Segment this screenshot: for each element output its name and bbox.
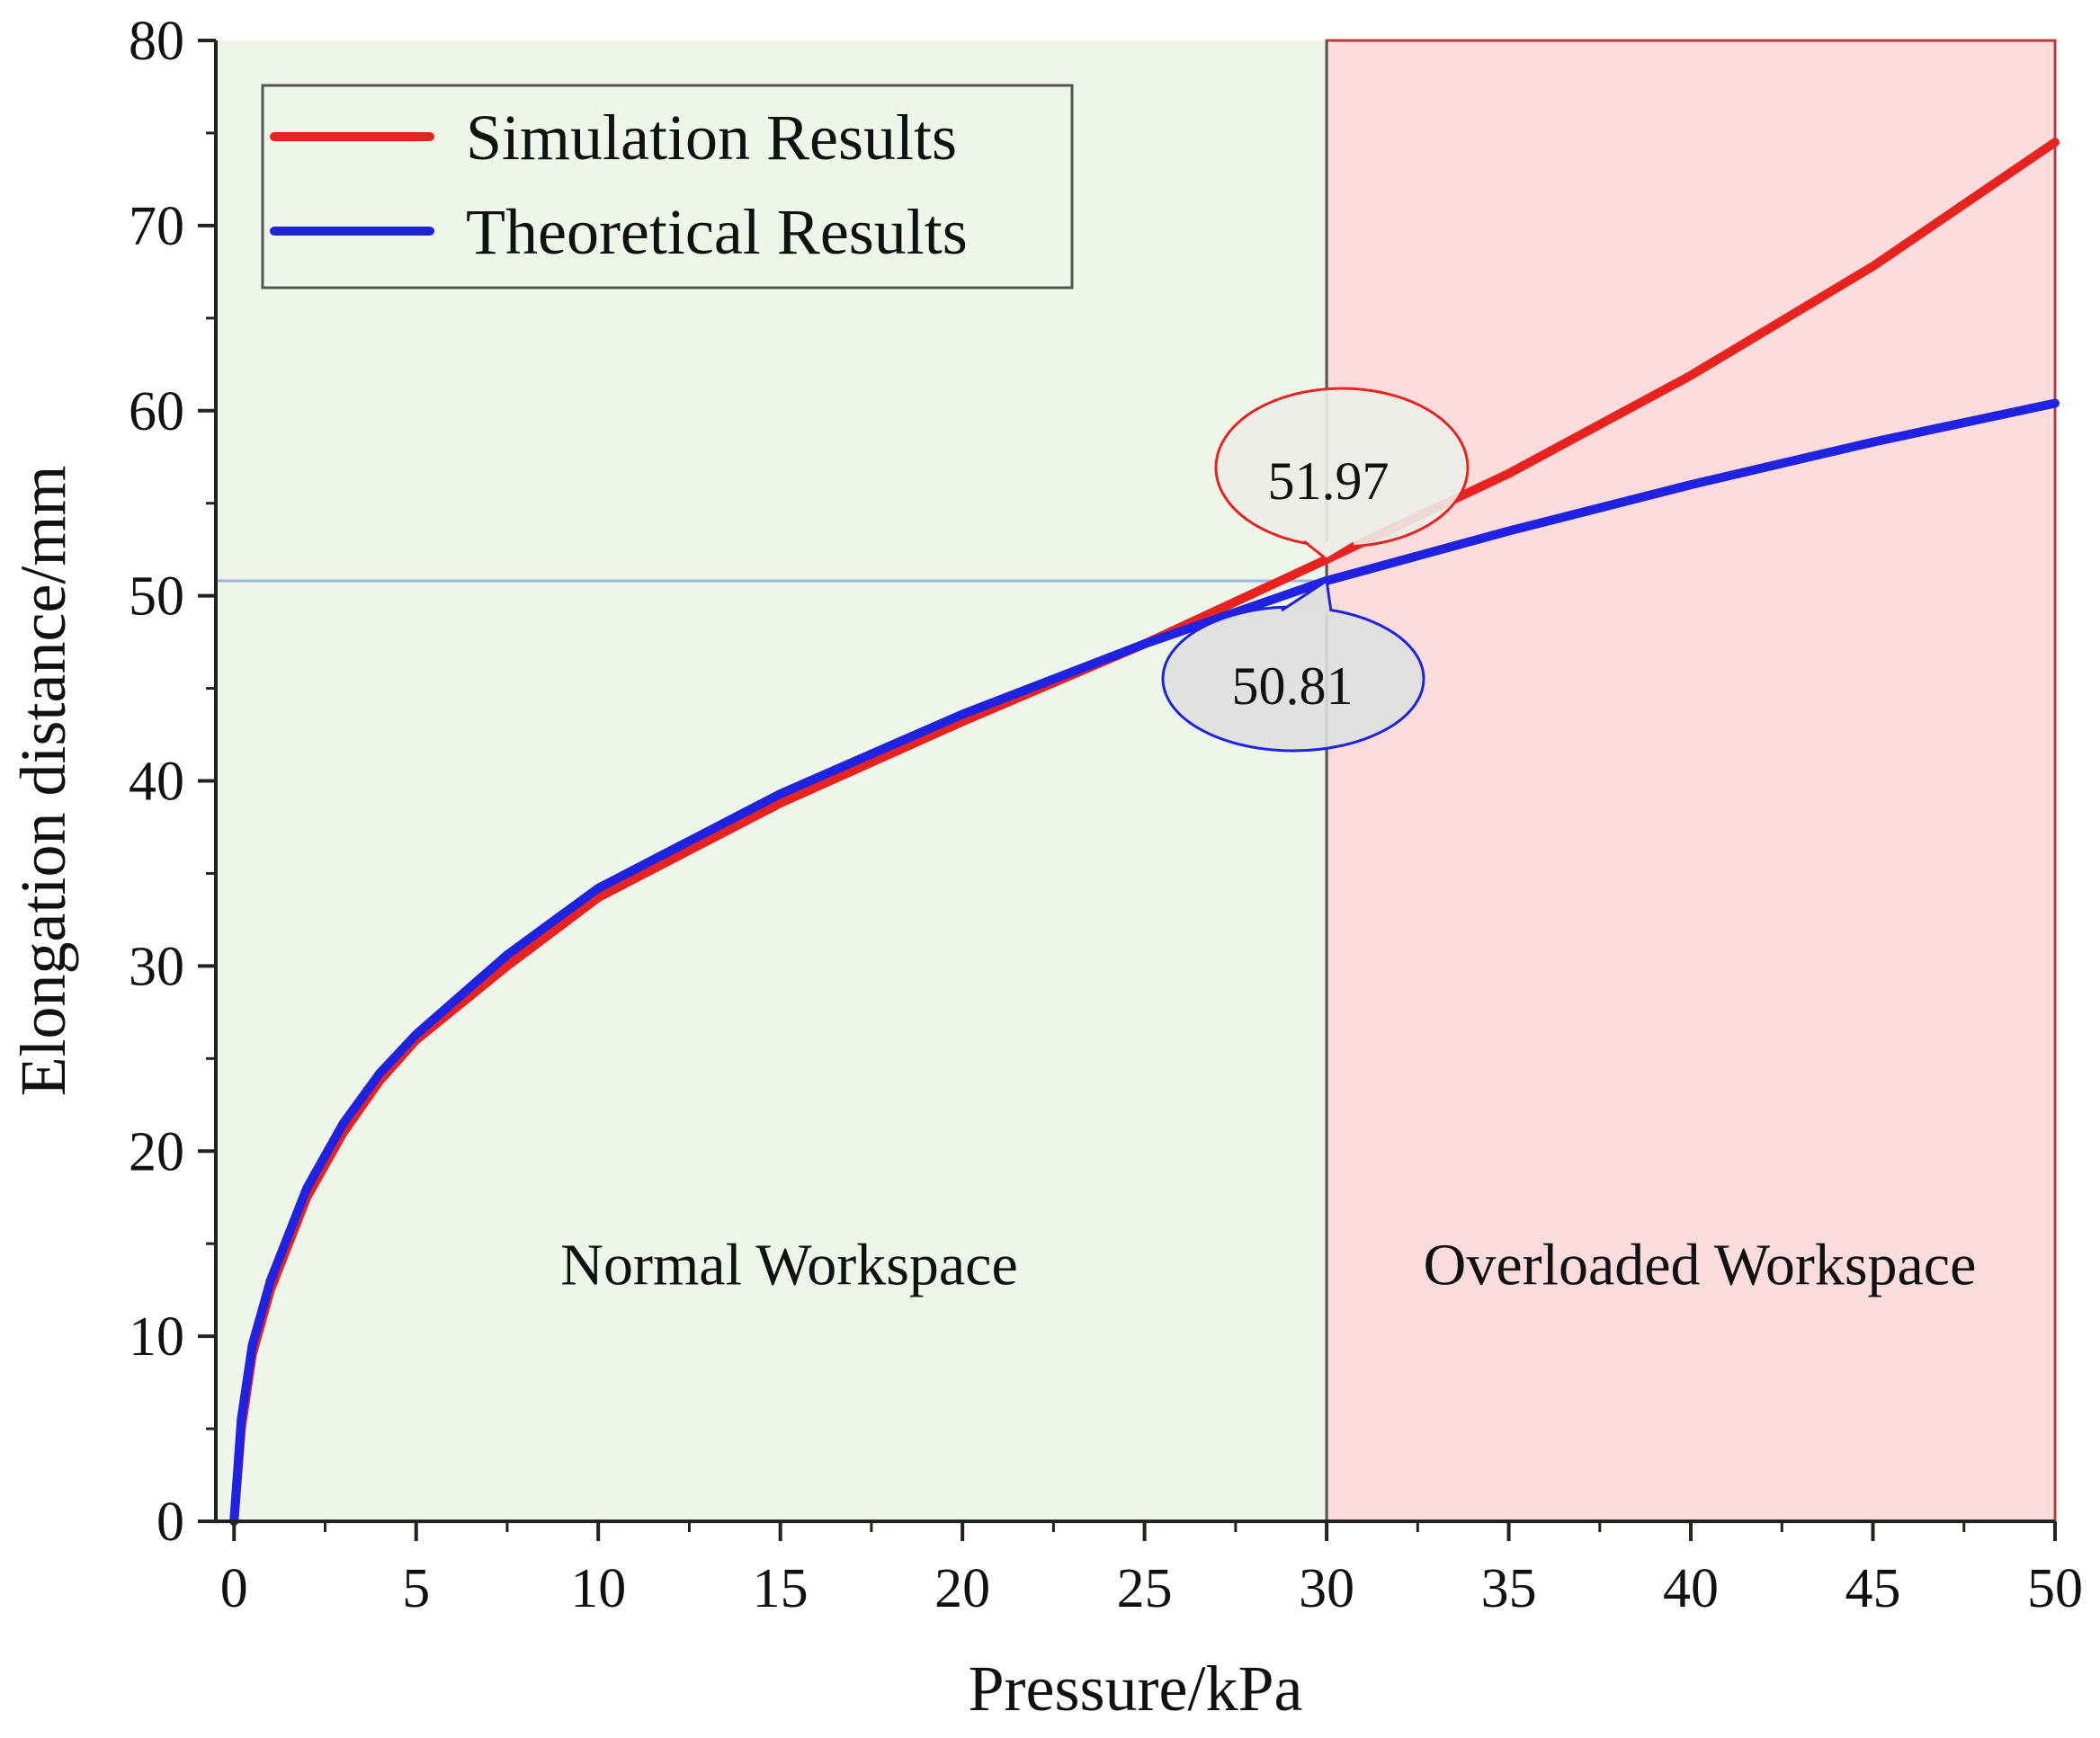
y-tick-label: 0 bbox=[156, 1492, 184, 1553]
legend: Simulation Results Theoretical Results bbox=[261, 84, 1074, 290]
callout-label-simulation: 51.97 bbox=[1268, 451, 1390, 511]
y-axis-title: Elongation distance/mm bbox=[7, 466, 79, 1097]
y-tick-label: 40 bbox=[129, 752, 184, 813]
x-tick-label: 0 bbox=[220, 1558, 248, 1619]
y-tick-label: 30 bbox=[129, 936, 184, 997]
annotations: 51.97 50.81 bbox=[1161, 387, 1470, 753]
series-line-theoretical bbox=[229, 398, 2060, 1526]
y-tick-label: 70 bbox=[129, 196, 184, 257]
x-axis-title: Pressure/kPa bbox=[969, 1653, 1303, 1725]
x-tick-label: 5 bbox=[402, 1558, 430, 1619]
x-tick-label: 40 bbox=[1663, 1558, 1719, 1619]
x-tick-label: 15 bbox=[753, 1558, 809, 1619]
region-label-normal: Normal Workspace bbox=[560, 1232, 1017, 1297]
legend-box bbox=[261, 84, 1074, 290]
y-tick-label: 20 bbox=[129, 1121, 184, 1182]
y-tick-label: 80 bbox=[129, 11, 184, 72]
x-tick-label: 20 bbox=[934, 1558, 990, 1619]
x-tick-label: 10 bbox=[570, 1558, 626, 1619]
callout-pointer-theoretical bbox=[1281, 578, 1333, 612]
x-tick-label: 25 bbox=[1117, 1558, 1173, 1619]
legend-label-theoretical: Theoretical Results bbox=[466, 196, 968, 268]
x-tick-label: 50 bbox=[2027, 1558, 2083, 1619]
callout-pointer-simulation bbox=[1303, 539, 1354, 561]
x-tick-label: 30 bbox=[1299, 1558, 1354, 1619]
callout-label-theoretical: 50.81 bbox=[1232, 656, 1354, 716]
region-overloaded bbox=[1327, 40, 2055, 1521]
y-tick-label: 50 bbox=[129, 566, 184, 628]
x-tick-label: 35 bbox=[1481, 1558, 1537, 1619]
x-tick-label: 45 bbox=[1845, 1558, 1901, 1619]
y-tick-label: 60 bbox=[129, 381, 184, 442]
legend-label-simulation: Simulation Results bbox=[466, 102, 957, 174]
series-layer bbox=[229, 138, 2060, 1526]
region-label-overloaded: Overloaded Workspace bbox=[1424, 1232, 1977, 1297]
y-tick-label: 10 bbox=[129, 1306, 184, 1368]
axes: 0 5 10 15 20 25 30 35 40 45 50 0 10 20 30 40 50 60 70 80 Pre… bbox=[7, 11, 2083, 1725]
